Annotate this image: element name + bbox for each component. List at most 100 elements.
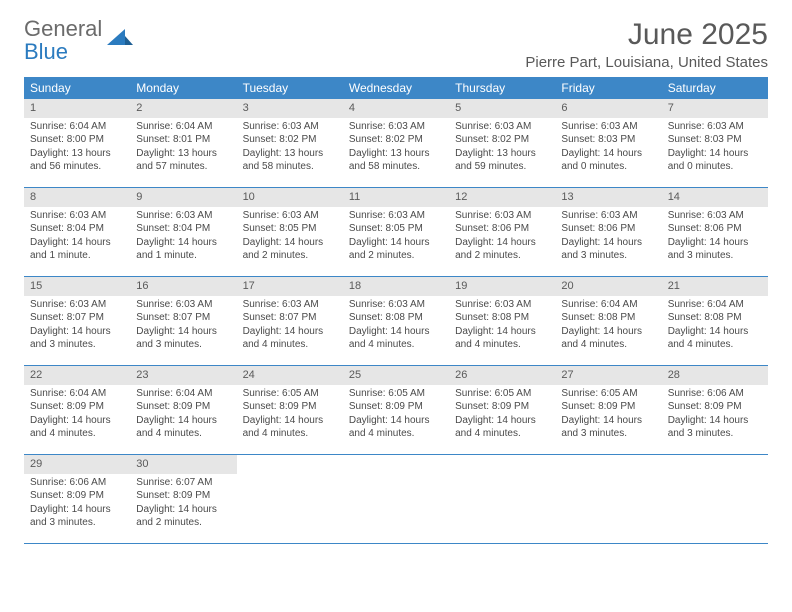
day-number: 16 (130, 277, 236, 296)
day-number: 29 (24, 455, 130, 474)
day-number: 14 (662, 188, 768, 207)
daylight-text: Daylight: 14 hours and 0 minutes. (561, 147, 655, 174)
day-number: 6 (555, 99, 661, 118)
sunrise-text: Sunrise: 6:03 AM (455, 298, 549, 312)
day-cell: 4Sunrise: 6:03 AMSunset: 8:02 PMDaylight… (343, 99, 449, 187)
sunset-text: Sunset: 8:03 PM (561, 133, 655, 147)
sunset-text: Sunset: 8:09 PM (243, 400, 337, 414)
sunrise-text: Sunrise: 6:06 AM (668, 387, 762, 401)
week-row: 22Sunrise: 6:04 AMSunset: 8:09 PMDayligh… (24, 366, 768, 455)
day-body: Sunrise: 6:03 AMSunset: 8:03 PMDaylight:… (662, 118, 768, 180)
sunset-text: Sunset: 8:09 PM (30, 400, 124, 414)
day-number: 24 (237, 366, 343, 385)
day-header-saturday: Saturday (662, 77, 768, 99)
day-body: Sunrise: 6:04 AMSunset: 8:01 PMDaylight:… (130, 118, 236, 180)
day-number: 23 (130, 366, 236, 385)
sunset-text: Sunset: 8:07 PM (30, 311, 124, 325)
logo-text-1: General (24, 16, 102, 41)
day-body: Sunrise: 6:03 AMSunset: 8:08 PMDaylight:… (343, 296, 449, 358)
sunset-text: Sunset: 8:02 PM (243, 133, 337, 147)
day-number: 3 (237, 99, 343, 118)
sunset-text: Sunset: 8:05 PM (349, 222, 443, 236)
sunset-text: Sunset: 8:06 PM (668, 222, 762, 236)
day-cell: 5Sunrise: 6:03 AMSunset: 8:02 PMDaylight… (449, 99, 555, 187)
day-body: Sunrise: 6:03 AMSunset: 8:02 PMDaylight:… (237, 118, 343, 180)
day-cell-empty (662, 455, 768, 543)
day-cell: 23Sunrise: 6:04 AMSunset: 8:09 PMDayligh… (130, 366, 236, 454)
sunset-text: Sunset: 8:09 PM (136, 400, 230, 414)
day-cell: 18Sunrise: 6:03 AMSunset: 8:08 PMDayligh… (343, 277, 449, 365)
day-header-friday: Friday (555, 77, 661, 99)
sunset-text: Sunset: 8:09 PM (455, 400, 549, 414)
daylight-text: Daylight: 14 hours and 4 minutes. (561, 325, 655, 352)
day-cell: 6Sunrise: 6:03 AMSunset: 8:03 PMDaylight… (555, 99, 661, 187)
day-number: 7 (662, 99, 768, 118)
day-number: 19 (449, 277, 555, 296)
daylight-text: Daylight: 14 hours and 4 minutes. (243, 325, 337, 352)
day-cell: 30Sunrise: 6:07 AMSunset: 8:09 PMDayligh… (130, 455, 236, 543)
daylight-text: Daylight: 14 hours and 1 minute. (30, 236, 124, 263)
day-cell: 22Sunrise: 6:04 AMSunset: 8:09 PMDayligh… (24, 366, 130, 454)
sunrise-text: Sunrise: 6:03 AM (561, 120, 655, 134)
day-body: Sunrise: 6:03 AMSunset: 8:06 PMDaylight:… (662, 207, 768, 269)
title-block: June 2025 Pierre Part, Louisiana, United… (525, 18, 768, 71)
day-number: 1 (24, 99, 130, 118)
day-cell-empty (555, 455, 661, 543)
day-body: Sunrise: 6:04 AMSunset: 8:09 PMDaylight:… (24, 385, 130, 447)
logo-text-2: Blue (24, 39, 68, 64)
day-cell: 29Sunrise: 6:06 AMSunset: 8:09 PMDayligh… (24, 455, 130, 543)
daylight-text: Daylight: 14 hours and 4 minutes. (455, 414, 549, 441)
day-body: Sunrise: 6:04 AMSunset: 8:08 PMDaylight:… (555, 296, 661, 358)
daylight-text: Daylight: 14 hours and 4 minutes. (243, 414, 337, 441)
sunset-text: Sunset: 8:09 PM (668, 400, 762, 414)
daylight-text: Daylight: 13 hours and 59 minutes. (455, 147, 549, 174)
day-number: 5 (449, 99, 555, 118)
sunset-text: Sunset: 8:00 PM (30, 133, 124, 147)
daylight-text: Daylight: 14 hours and 3 minutes. (668, 236, 762, 263)
day-cell: 12Sunrise: 6:03 AMSunset: 8:06 PMDayligh… (449, 188, 555, 276)
day-header-wednesday: Wednesday (343, 77, 449, 99)
day-number: 9 (130, 188, 236, 207)
day-cell-empty (237, 455, 343, 543)
sunrise-text: Sunrise: 6:03 AM (136, 298, 230, 312)
sunrise-text: Sunrise: 6:05 AM (349, 387, 443, 401)
day-cell: 3Sunrise: 6:03 AMSunset: 8:02 PMDaylight… (237, 99, 343, 187)
day-body: Sunrise: 6:03 AMSunset: 8:07 PMDaylight:… (130, 296, 236, 358)
day-number: 11 (343, 188, 449, 207)
day-body: Sunrise: 6:03 AMSunset: 8:03 PMDaylight:… (555, 118, 661, 180)
daylight-text: Daylight: 14 hours and 2 minutes. (136, 503, 230, 530)
day-body: Sunrise: 6:03 AMSunset: 8:06 PMDaylight:… (555, 207, 661, 269)
sunset-text: Sunset: 8:08 PM (349, 311, 443, 325)
sunrise-text: Sunrise: 6:03 AM (349, 298, 443, 312)
sunrise-text: Sunrise: 6:03 AM (561, 209, 655, 223)
sunrise-text: Sunrise: 6:03 AM (455, 120, 549, 134)
weeks-container: 1 Sunrise: 6:04 AM Sunset: 8:00 PM Daylight… (24, 99, 768, 544)
day-body: Sunrise: 6:04 AMSunset: 8:08 PMDaylight:… (662, 296, 768, 358)
day-cell: 28Sunrise: 6:06 AMSunset: 8:09 PMDayligh… (662, 366, 768, 454)
day-cell: 16Sunrise: 6:03 AMSunset: 8:07 PMDayligh… (130, 277, 236, 365)
day-cell: 25Sunrise: 6:05 AMSunset: 8:09 PMDayligh… (343, 366, 449, 454)
sunset-text: Sunset: 8:08 PM (668, 311, 762, 325)
sunset-text: Sunset: 8:08 PM (455, 311, 549, 325)
location: Pierre Part, Louisiana, United States (525, 54, 768, 71)
sunrise-text: Sunrise: 6:06 AM (30, 476, 124, 490)
sunrise-text: Sunrise: 6:03 AM (30, 209, 124, 223)
sunset-text: Sunset: 8:03 PM (668, 133, 762, 147)
day-body: Sunrise: 6:03 AMSunset: 8:06 PMDaylight:… (449, 207, 555, 269)
day-body: Sunrise: 6:05 AMSunset: 8:09 PMDaylight:… (343, 385, 449, 447)
sunrise-text: Sunrise: 6:03 AM (668, 120, 762, 134)
sunrise-text: Sunrise: 6:03 AM (243, 120, 337, 134)
day-body: Sunrise: 6:03 AMSunset: 8:05 PMDaylight:… (343, 207, 449, 269)
day-cell: 13Sunrise: 6:03 AMSunset: 8:06 PMDayligh… (555, 188, 661, 276)
sunrise-text: Sunrise: 6:03 AM (455, 209, 549, 223)
day-cell: 24Sunrise: 6:05 AMSunset: 8:09 PMDayligh… (237, 366, 343, 454)
day-body: Sunrise: 6:05 AMSunset: 8:09 PMDaylight:… (449, 385, 555, 447)
sunset-text: Sunset: 8:06 PM (455, 222, 549, 236)
sunset-text: Sunset: 8:08 PM (561, 311, 655, 325)
sunset-text: Sunset: 8:06 PM (561, 222, 655, 236)
day-body: Sunrise: 6:05 AMSunset: 8:09 PMDaylight:… (555, 385, 661, 447)
day-cell: 14Sunrise: 6:03 AMSunset: 8:06 PMDayligh… (662, 188, 768, 276)
day-cell: 11Sunrise: 6:03 AMSunset: 8:05 PMDayligh… (343, 188, 449, 276)
sunrise-text: Sunrise: 6:04 AM (136, 120, 230, 134)
sunrise-text: Sunrise: 6:03 AM (668, 209, 762, 223)
